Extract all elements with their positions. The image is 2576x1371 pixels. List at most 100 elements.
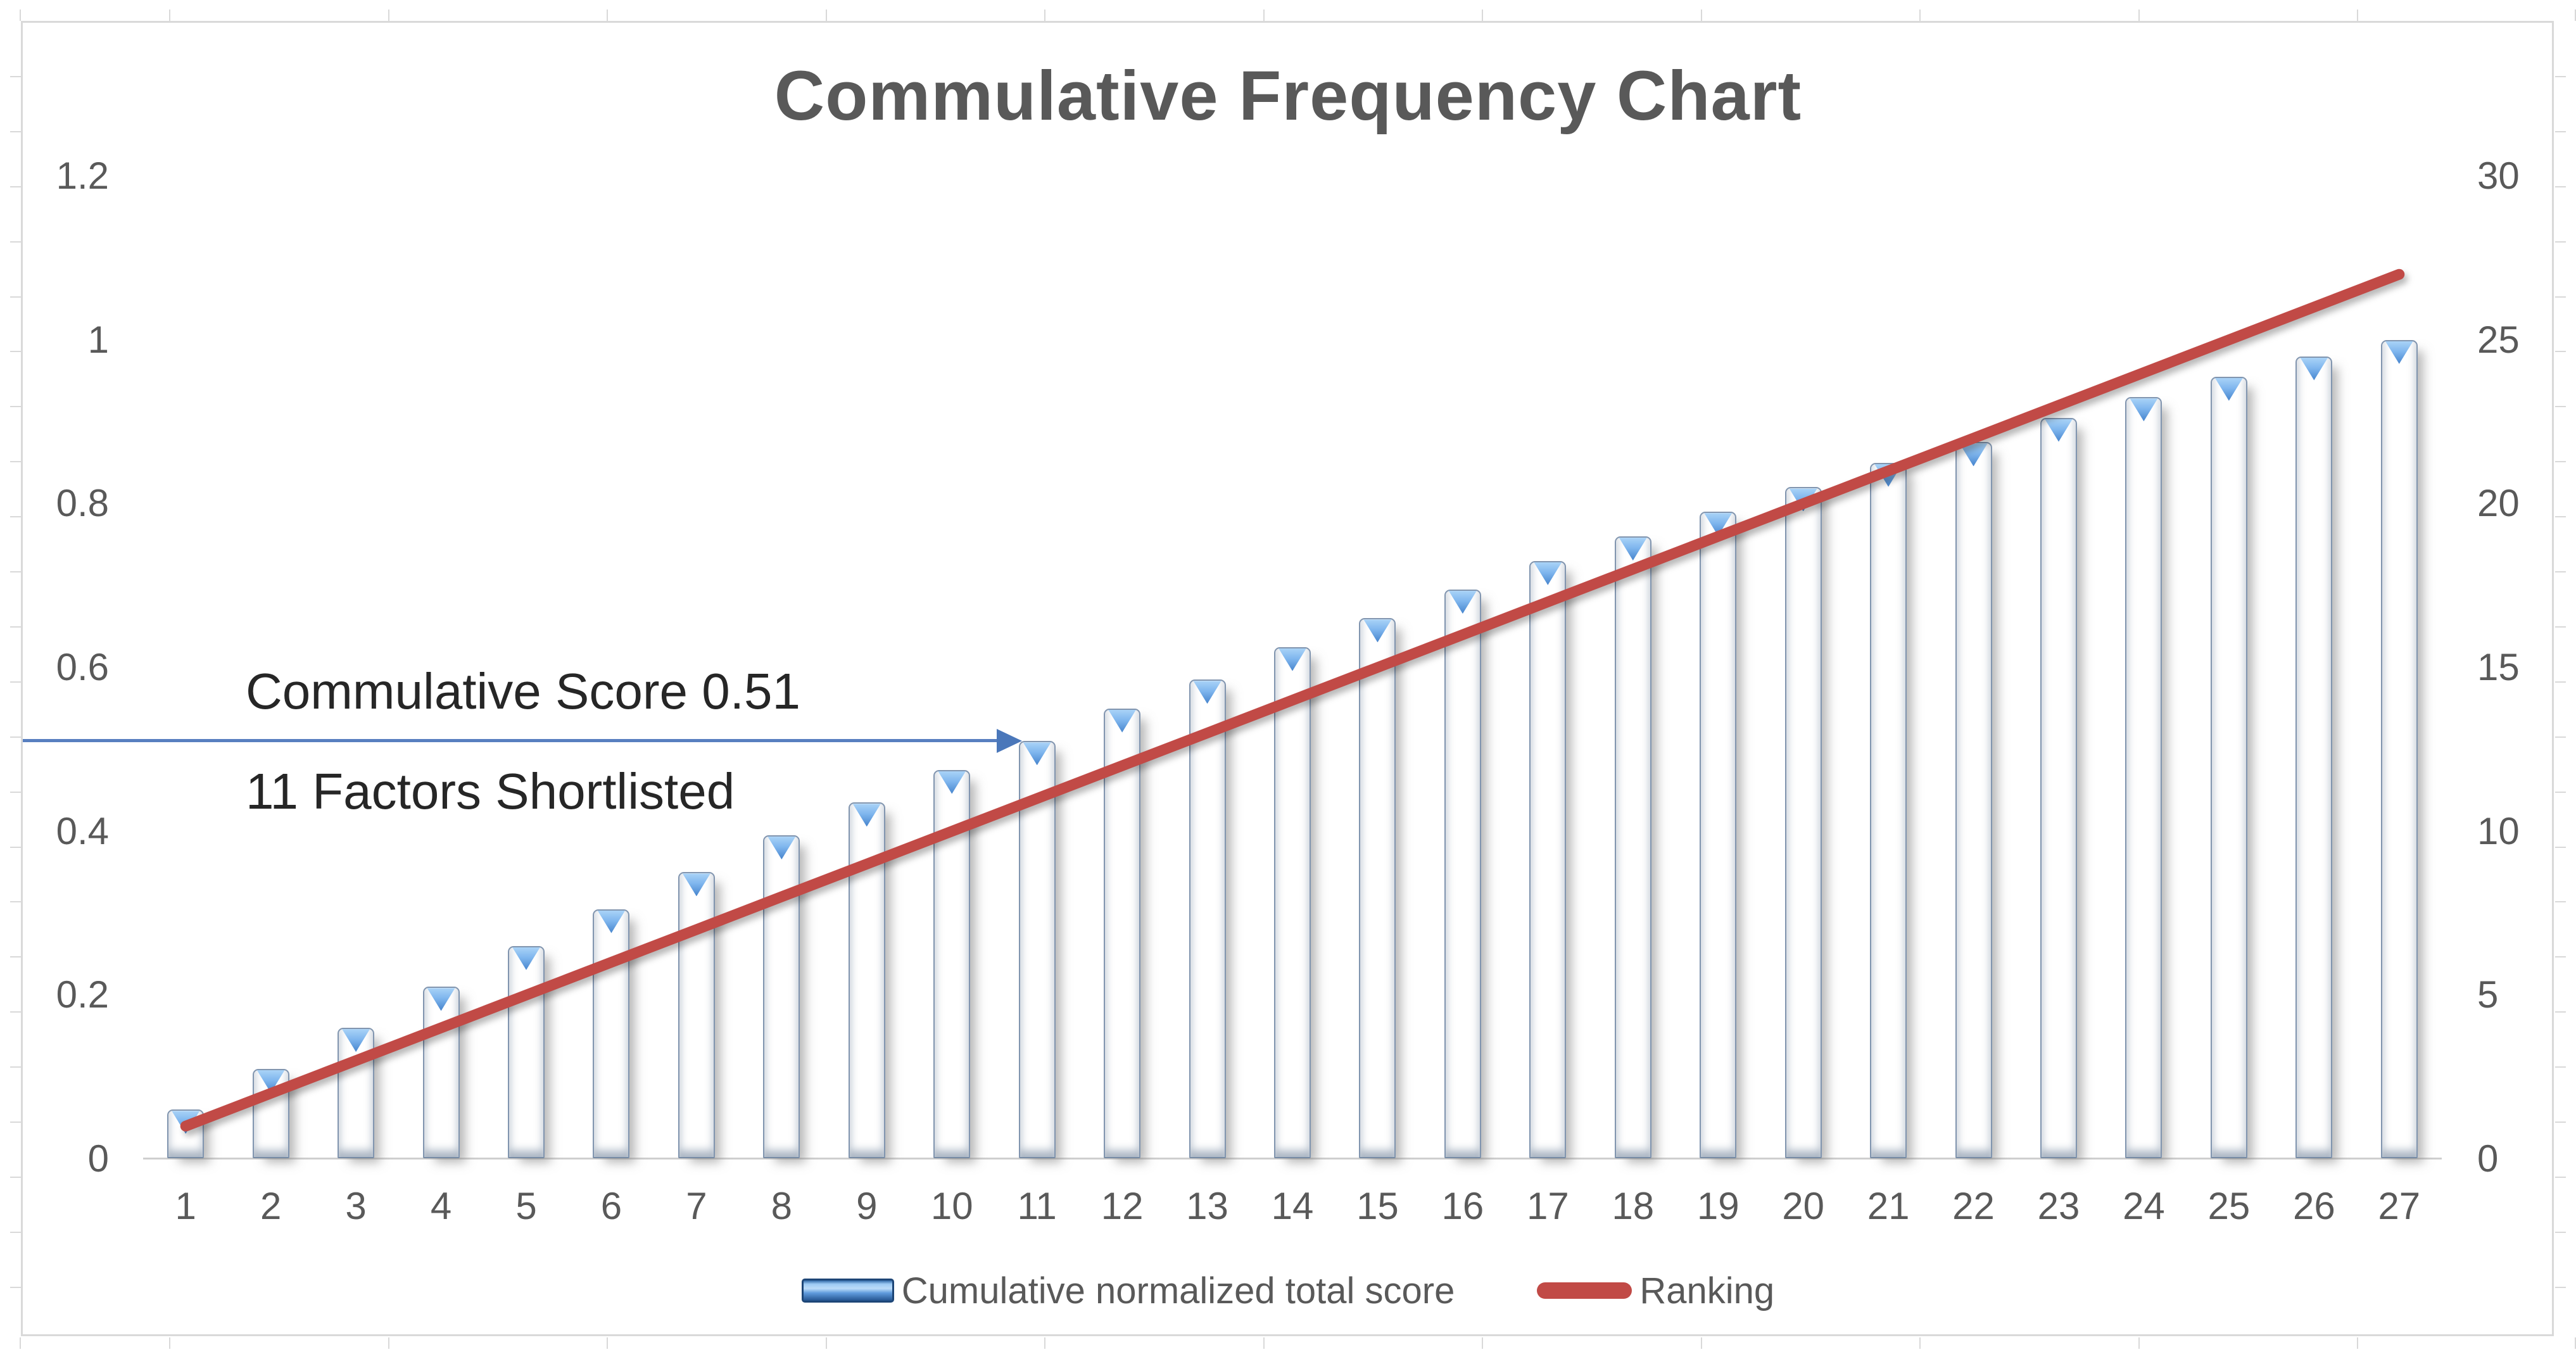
bar-category-26 [2295,356,2333,1158]
annotation-arrow-line [23,739,998,743]
right-axis-tick-label: 10 [2477,809,2520,852]
bar-category-12 [1104,708,1141,1158]
bar-category-7 [678,872,715,1158]
bar-category-9 [848,802,885,1158]
sheet-gridline-stub [169,9,170,21]
sheet-gridline-stub [10,351,21,353]
line-series-marker-icon [1537,1282,1632,1299]
category-label-5: 5 [515,1185,537,1227]
sheet-gridline-stub [2555,1231,2566,1233]
bar-category-11 [1018,741,1056,1158]
bar-category-27 [2380,339,2418,1158]
bar-category-8 [763,835,800,1158]
category-axis-line [143,1158,2442,1159]
category-label-20: 20 [1782,1185,1825,1227]
sheet-gridline-stub [1700,1337,1702,1349]
sheet-gridline-stub [10,901,21,903]
annotation-arrowhead-icon [997,729,1022,754]
legend-item-ranking[interactable]: Ranking [1537,1270,1774,1312]
sheet-gridline-stub [10,956,21,958]
sheet-gridline-stub [607,9,608,21]
category-label-19: 19 [1696,1185,1739,1227]
sheet-gridline-stub [10,406,21,408]
right-axis-tick-label: 15 [2477,646,2520,688]
annotation-text-line1: Commulative Score 0.51 [246,663,800,719]
bar-category-10 [933,769,971,1158]
sheet-gridline-stub [2555,461,2566,463]
sheet-gridline-stub [2555,130,2566,132]
sheet-gridline-stub [2555,571,2566,572]
bar-category-18 [1614,536,1651,1158]
left-axis-tick-label: 0.6 [56,646,109,688]
sheet-gridline-stub [10,846,21,848]
sheet-gridline-stub [10,296,21,298]
bar-category-16 [1444,590,1481,1158]
legend: Cumulative normalized total score Rankin… [0,1267,2576,1315]
bar-category-4 [422,987,460,1158]
sheet-gridline-stub [2555,1066,2566,1068]
category-label-7: 7 [686,1185,707,1227]
sheet-gridline-stub [2555,1176,2566,1178]
sheet-gridline-stub [2555,1121,2566,1123]
legend-label-ranking: Ranking [1639,1270,1775,1311]
sheet-gridline-stub [10,1176,21,1178]
sheet-gridline-stub [2555,791,2566,793]
category-label-8: 8 [771,1185,793,1227]
sheet-gridline-stub [2555,1011,2566,1013]
left-axis-tick-label: 0.8 [56,482,109,525]
sheet-gridline-stub [1482,1337,1483,1349]
left-axis-tick-label: 0.4 [56,809,109,852]
sheet-gridline-stub [2357,9,2358,21]
sheet-gridline-stub [10,516,21,518]
sheet-gridline-stub [2357,1337,2358,1349]
bar-category-5 [508,945,545,1158]
sheet-gridline-stub [2555,186,2566,187]
sheet-gridline-stub [2555,681,2566,683]
bar-category-23 [2040,417,2077,1158]
right-axis-tick-label: 5 [2477,973,2499,1016]
sheet-gridline-stub [825,9,827,21]
category-label-12: 12 [1101,1185,1144,1227]
category-label-17: 17 [1526,1185,1569,1227]
sheet-gridline-stub [10,681,21,683]
sheet-gridline-stub [1482,9,1483,21]
chart-area-border[interactable] [21,21,2554,1336]
legend-item-cumulative-score[interactable]: Cumulative normalized total score [801,1270,1455,1312]
sheet-gridline-stub [10,791,21,793]
sheet-gridline-stub [2555,1286,2566,1288]
sheet-gridline-stub [2575,1337,2576,1349]
sheet-gridline-stub [10,461,21,463]
sheet-gridline-stub [1700,9,1702,21]
sheet-gridline-stub [10,186,21,187]
sheet-gridline-stub [2555,736,2566,738]
bar-category-6 [593,909,630,1158]
sheet-gridline-stub [2138,9,2140,21]
sheet-gridline-stub [1263,1337,1265,1349]
bar-category-15 [1359,618,1396,1158]
category-label-6: 6 [600,1185,622,1227]
bar-series-marker-icon [801,1279,894,1303]
chart-title: Commulative Frequency Chart [774,57,1802,135]
sheet-gridline-stub [1044,9,1045,21]
sheet-gridline-stub [388,9,389,21]
left-axis-tick-label: 0 [87,1137,109,1180]
sheet-gridline-stub [10,1286,21,1288]
sheet-gridline-stub [2138,1337,2140,1349]
right-axis-tick-label: 0 [2477,1137,2499,1180]
sheet-gridline-stub [10,571,21,572]
right-axis-tick-label: 25 [2477,318,2520,361]
sheet-gridline-stub [1263,9,1265,21]
category-label-11: 11 [1017,1185,1057,1227]
bar-category-3 [338,1028,375,1158]
sheet-gridline-stub [607,1337,608,1349]
sheet-gridline-stub [10,1121,21,1123]
category-label-2: 2 [260,1185,282,1227]
sheet-gridline-stub [2555,956,2566,958]
left-axis-tick-label: 1.2 [56,155,109,197]
category-label-27: 27 [2378,1185,2421,1227]
sheet-gridline-stub [20,9,21,21]
category-label-1: 1 [175,1185,196,1227]
sheet-gridline-stub [2555,75,2566,77]
sheet-gridline-stub [10,75,21,77]
